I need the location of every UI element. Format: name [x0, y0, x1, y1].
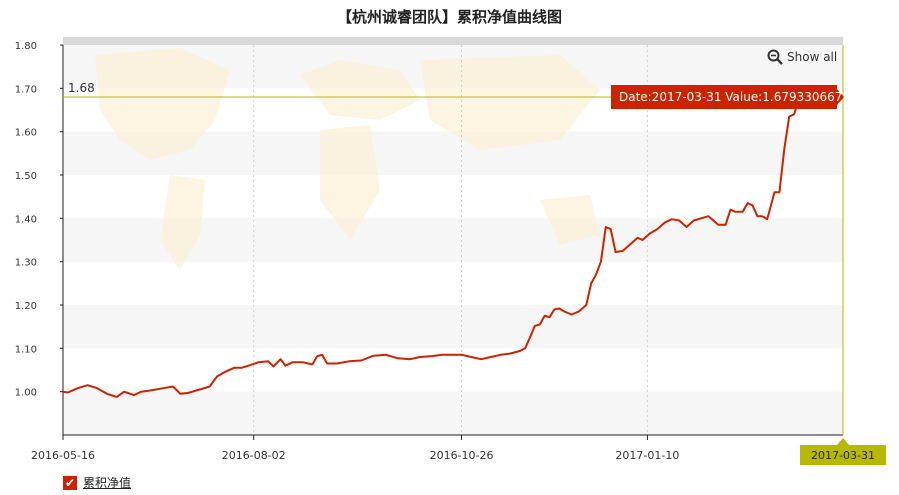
y-tick-label: 1.20: [15, 301, 37, 312]
tooltip-text: Date:2017-03-31 Value:1.679330667: [619, 90, 842, 104]
chart-title: 【杭州诚睿团队】累积净值曲线图: [336, 8, 562, 26]
x-flag-box: [800, 445, 886, 465]
map-shape: [160, 175, 205, 270]
tooltip-pointer: [837, 89, 844, 105]
legend-item[interactable]: ✔ 累积净值: [63, 474, 131, 491]
map-shape: [320, 125, 380, 240]
tooltip: Date:2017-03-31 Value:1.679330667: [611, 85, 844, 109]
scrollbar-track: [63, 37, 843, 47]
x-tick-label: 2016-05-16: [31, 449, 95, 462]
show-all-button[interactable]: Show all: [767, 49, 837, 65]
y-tick-label: 1.10: [15, 344, 37, 355]
show-all-label: Show all: [787, 50, 838, 64]
series-line: [62, 96, 844, 398]
x-tick-label: 2017-01-10: [615, 449, 679, 462]
legend-label: 累积净值: [83, 476, 132, 490]
zoom-out-icon: [767, 49, 783, 65]
y-tick-label: 1.60: [15, 128, 37, 139]
grid-band: [63, 391, 843, 435]
y-tick-label: 1.00: [15, 388, 37, 399]
tooltip-box: [611, 85, 837, 109]
world-map-watermark: [95, 48, 600, 270]
x-tick-label: 2016-10-26: [430, 449, 494, 462]
map-shape: [540, 195, 600, 245]
y-tick-label: 1.40: [15, 214, 37, 225]
map-shape: [300, 60, 420, 120]
map-shape: [95, 48, 230, 160]
checkbox-checked-icon[interactable]: ✔: [63, 475, 77, 490]
x-tick-label: 2016-08-02: [222, 449, 286, 462]
y-tick-label: 1.70: [15, 84, 37, 95]
x-flag-pointer: [837, 438, 849, 445]
y-tick-label: 1.50: [15, 171, 37, 182]
x-tick-label-last: 2017-03-31: [811, 449, 875, 462]
map-shape: [420, 55, 600, 150]
crosshair-value-label: 1.68: [68, 81, 95, 95]
y-tick-label: 1.80: [15, 41, 37, 52]
y-tick-label: 1.30: [15, 258, 37, 269]
grid-band: [63, 305, 843, 349]
